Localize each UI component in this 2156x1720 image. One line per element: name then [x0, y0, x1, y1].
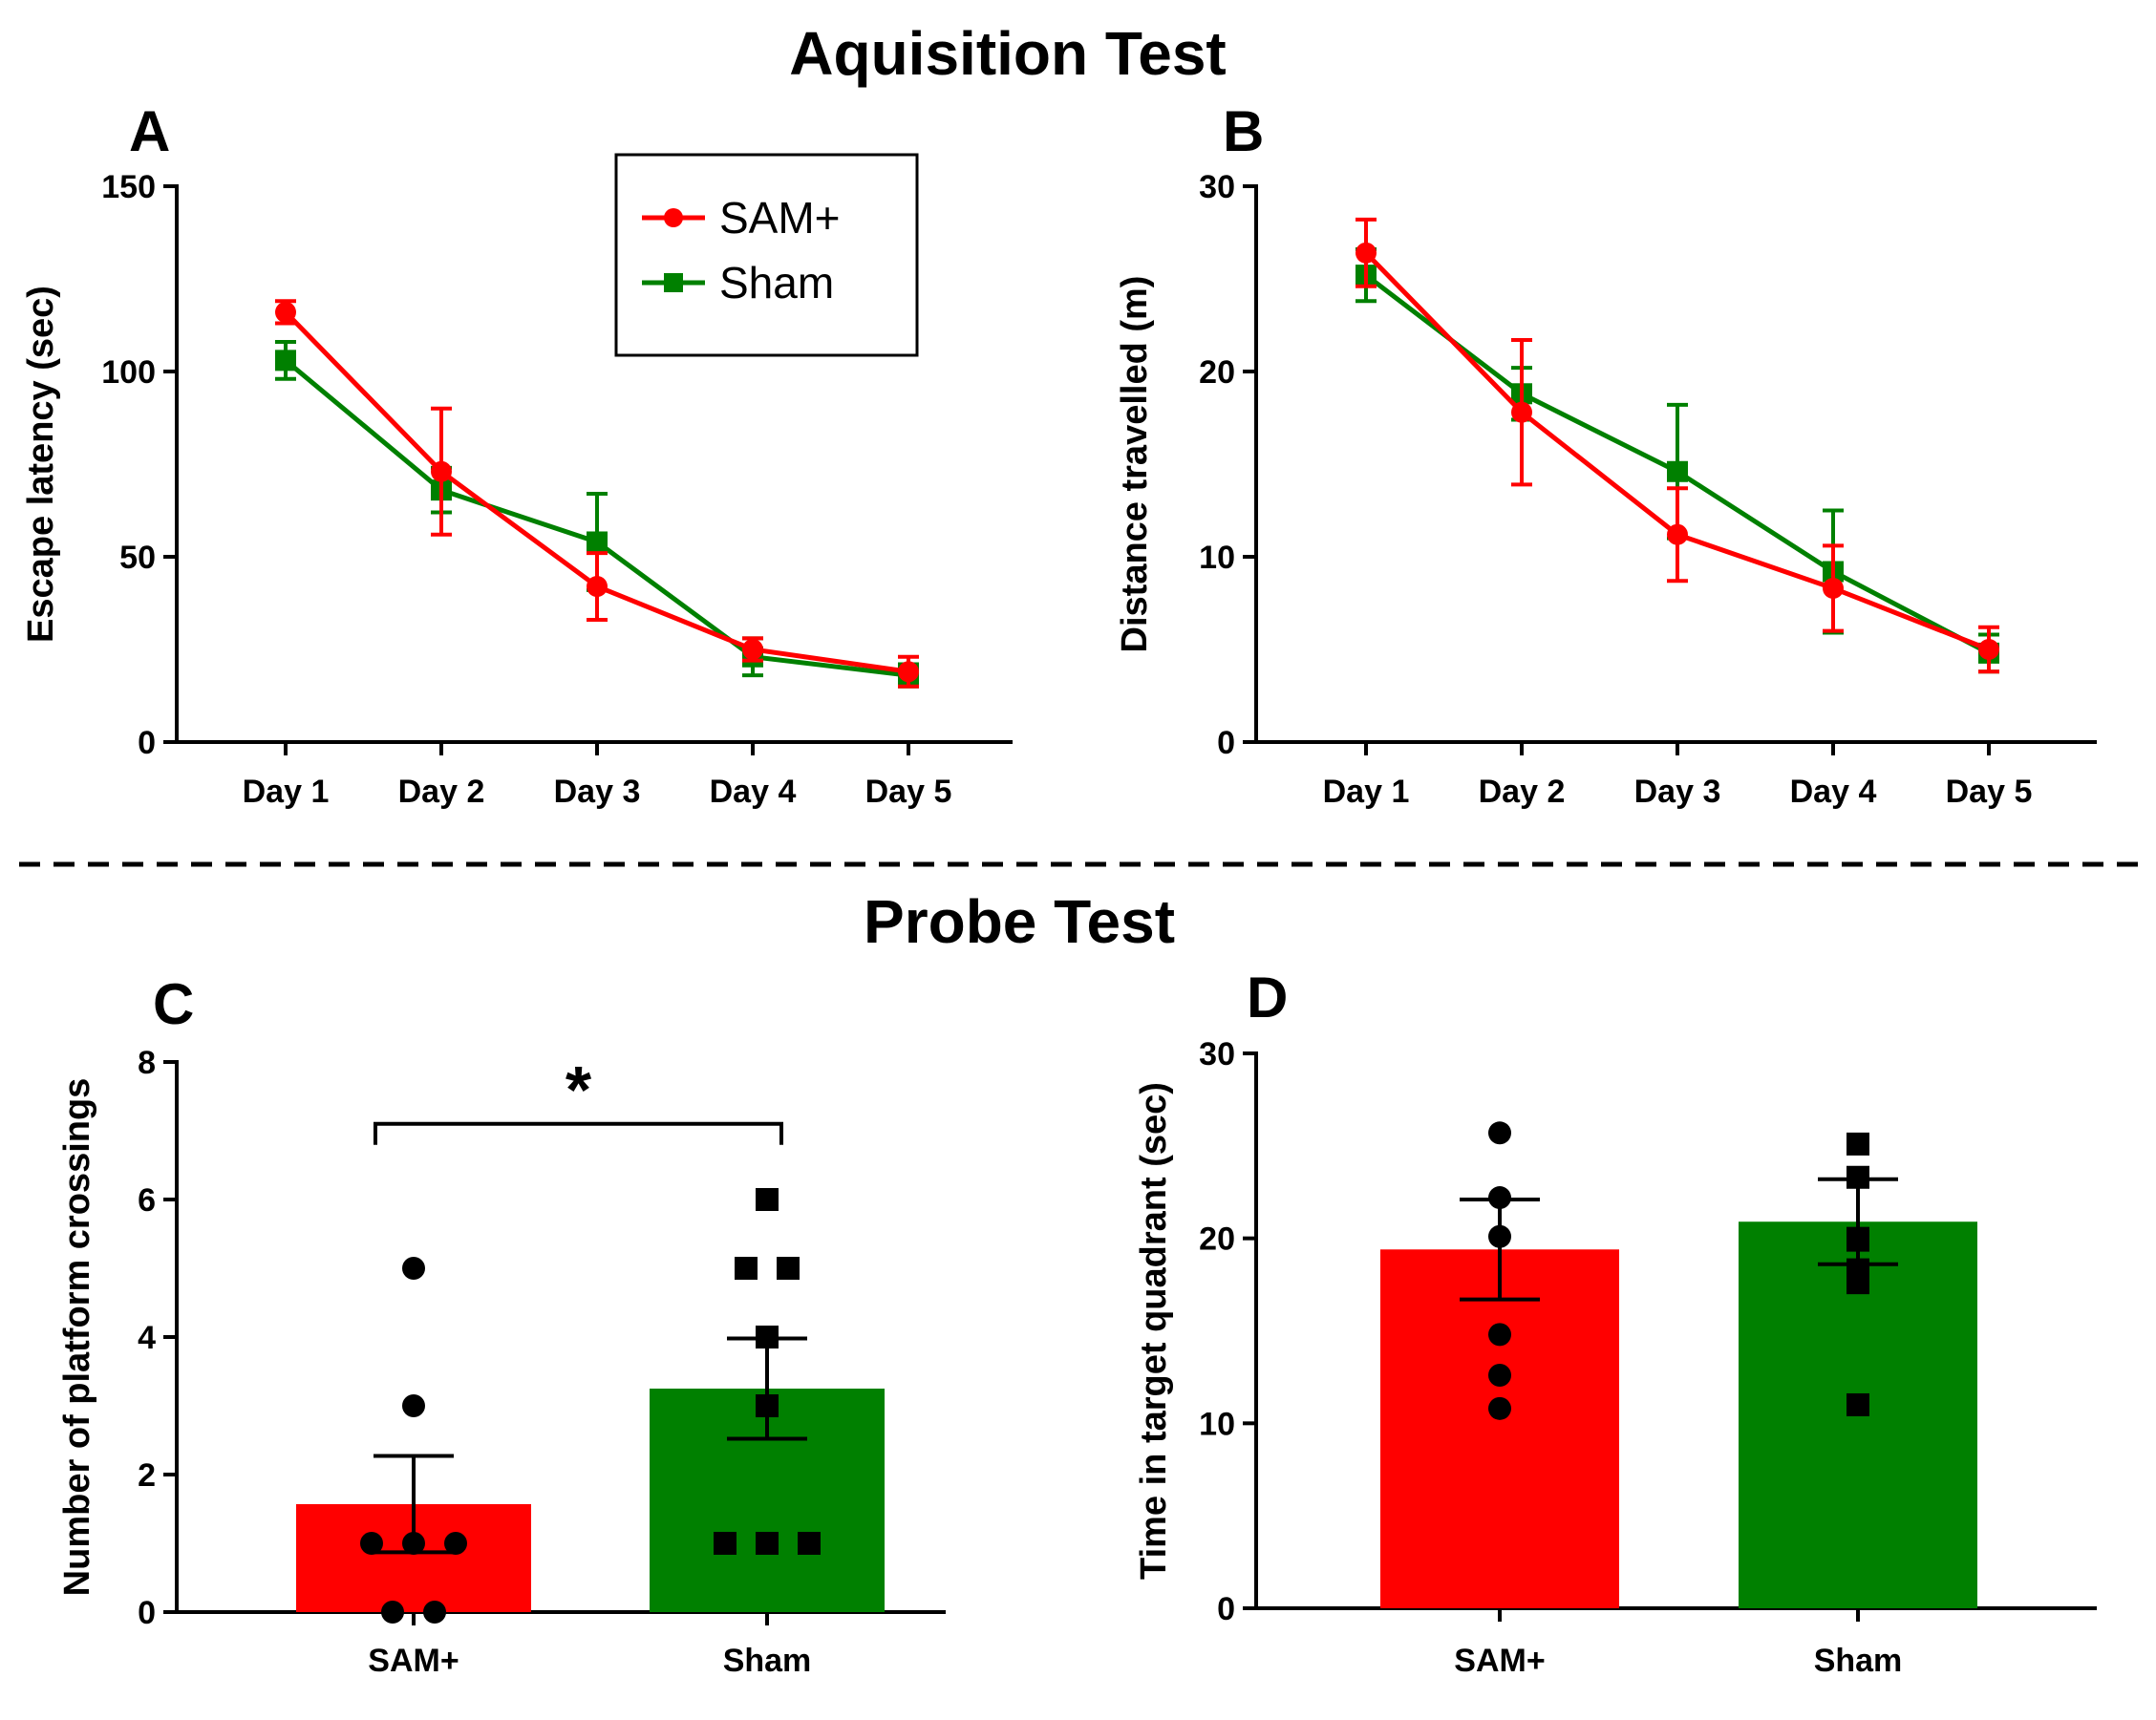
- panel-a-sam-point: [431, 460, 452, 482]
- panel-a-y-tick-label: 50: [119, 540, 156, 576]
- panel-c-sam-data-point: [381, 1601, 404, 1624]
- panel-c-significance-star: *: [566, 1052, 592, 1127]
- panel-a-y-tick-label: 150: [101, 169, 156, 205]
- panel-a-x-tick-label: Day 5: [865, 774, 952, 810]
- panel-d-sam-data-point: [1488, 1323, 1511, 1347]
- panel-c-y-tick-label: 8: [138, 1045, 156, 1081]
- legend-sham-label: Sham: [719, 258, 834, 308]
- panel-b-sam-point: [1978, 639, 1999, 660]
- panel-c-y-tick-label: 2: [138, 1457, 156, 1494]
- panel-c-sham-data-point: [735, 1257, 758, 1280]
- panel-a-sam-point: [587, 576, 608, 598]
- legend-sham-marker: [664, 273, 683, 292]
- panel-b-x-tick-label: Day 3: [1634, 774, 1721, 810]
- panel-d-sham-data-point: [1846, 1392, 1869, 1416]
- panel-c-sam-data-point: [423, 1601, 446, 1624]
- panel-c-sam-data-point: [444, 1532, 467, 1555]
- panel-a-x-tick-label: Day 4: [710, 774, 797, 810]
- panel-b-y-tick-label: 20: [1199, 354, 1235, 391]
- panel-d-chart: 0 10 20 30 Time in target quadrant (sec) SAM+…: [1134, 1036, 2097, 1679]
- panel-a-x-tick-label: Day 1: [243, 774, 330, 810]
- panel-a-y-tick-label: 0: [138, 725, 156, 761]
- panel-b-sam-point: [1823, 577, 1844, 599]
- panel-b-x-tick-label: Day 1: [1323, 774, 1410, 810]
- panel-a-x-tick-label: Day 2: [398, 774, 485, 810]
- panel-c-significance-bracket: [374, 1121, 783, 1145]
- panel-d-sham-data-point: [1846, 1271, 1869, 1295]
- panel-b-x-tick-label: Day 4: [1790, 774, 1877, 810]
- probe-title: Probe Test: [864, 887, 1175, 956]
- panel-letter-b: B: [1223, 99, 1264, 163]
- panel-b-y-axis-title: Distance travelled (m): [1115, 276, 1155, 653]
- panel-d-y-axis-title: Time in target quadrant (sec): [1134, 1082, 1174, 1580]
- panel-a-sam-point: [275, 301, 296, 323]
- panel-c-y-tick-label: 4: [138, 1320, 156, 1356]
- panel-c-y-tick-label: 6: [138, 1182, 156, 1219]
- panel-d-x-tick-label: SAM+: [1454, 1643, 1545, 1679]
- panel-c-sam-data-point: [402, 1257, 425, 1280]
- panel-c-sham-data-point: [714, 1532, 736, 1555]
- panel-letter-c: C: [153, 972, 194, 1036]
- legend-sam-label: SAM+: [719, 193, 841, 243]
- panel-a-sham-point: [587, 531, 608, 553]
- panel-c-x-tick-label: SAM+: [368, 1643, 459, 1679]
- legend-sam-marker: [664, 208, 683, 227]
- panel-a-sham-point: [275, 350, 296, 372]
- panel-d-sam-data-point: [1488, 1121, 1511, 1145]
- panel-c-sham-data-point: [798, 1532, 821, 1555]
- panel-c-sham-data-point: [756, 1188, 779, 1211]
- panel-c-y-axis-title: Number of platform crossings: [57, 1078, 97, 1597]
- panel-letter-d: D: [1247, 966, 1288, 1030]
- panel-a-x-tick-label: Day 3: [554, 774, 641, 810]
- panel-letter-a: A: [129, 99, 170, 163]
- panel-a-sam-point: [898, 661, 919, 683]
- panel-b-x-tick-label: Day 2: [1479, 774, 1566, 810]
- panel-d-y-tick-label: 30: [1199, 1036, 1235, 1072]
- panel-d-sam-data-point: [1488, 1363, 1511, 1387]
- panel-b-sam-point: [1356, 242, 1377, 264]
- panel-a-y-tick-label: 100: [101, 354, 156, 391]
- panel-d-sam-data-point: [1488, 1396, 1511, 1420]
- acquisition-title: Aquisition Test: [789, 19, 1226, 88]
- panel-d-y-tick-label: 0: [1217, 1591, 1235, 1627]
- panel-d-x-tick-label: Sham: [1814, 1643, 1903, 1679]
- panel-b-x-tick-label: Day 5: [1946, 774, 2033, 810]
- panel-c-sam-data-point: [360, 1532, 383, 1555]
- panel-b-y-tick-label: 10: [1199, 540, 1235, 576]
- panel-b-chart: 0 10 20 30 Distance travelled (m) Day 1 Day 2 D…: [1115, 169, 2097, 810]
- panel-b-sham-point: [1667, 460, 1688, 482]
- panel-d-sam-bar: [1380, 1249, 1619, 1608]
- legend-box: [614, 153, 919, 357]
- panel-c-y-tick-label: 0: [138, 1595, 156, 1631]
- panel-d-y-tick-label: 20: [1199, 1221, 1235, 1258]
- panel-c-sam-data-point: [402, 1394, 425, 1417]
- panel-a-chart: 0 50 100 150 Escape latency (sec) Day 1 Day 2 D…: [21, 153, 1013, 810]
- panel-d-sham-data-point: [1846, 1132, 1869, 1156]
- panel-b-y-tick-label: 0: [1217, 725, 1235, 761]
- panel-d-y-tick-label: 10: [1199, 1406, 1235, 1442]
- panel-b-sam-point: [1667, 523, 1688, 545]
- panel-a-sam-point: [742, 639, 763, 660]
- panel-b-sam-point: [1511, 401, 1532, 423]
- panel-b-y-tick-label: 30: [1199, 169, 1235, 205]
- panel-a-y-axis-title: Escape latency (sec): [21, 286, 61, 643]
- panel-c-sham-data-point: [756, 1532, 779, 1555]
- panel-c-x-tick-label: Sham: [723, 1643, 812, 1679]
- panel-c-sham-data-point: [777, 1257, 800, 1280]
- panel-c-chart: 0 2 4 6 8 Number of platform crossings SAM+ Sha…: [57, 1045, 946, 1679]
